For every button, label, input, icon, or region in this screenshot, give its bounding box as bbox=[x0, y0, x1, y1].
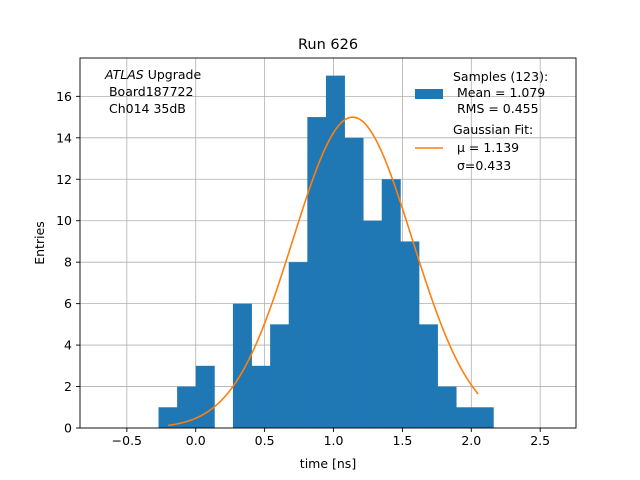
histogram-bar bbox=[325, 75, 345, 428]
histogram-bar bbox=[344, 137, 364, 428]
y-tick-label: 10 bbox=[56, 213, 72, 228]
histogram-bar bbox=[195, 365, 215, 428]
y-tick-label: 2 bbox=[64, 379, 72, 394]
annotation-line-3: Ch014 35dB bbox=[105, 101, 186, 116]
y-tick-label: 4 bbox=[64, 338, 72, 353]
y-tick-label: 14 bbox=[56, 130, 72, 145]
histogram-bar bbox=[437, 386, 457, 428]
legend: Samples (123): Mean = 1.079 RMS = 0.455 … bbox=[415, 69, 548, 173]
histogram-bar bbox=[232, 303, 252, 428]
x-tick-label: 1.0 bbox=[324, 433, 344, 448]
histogram-bar bbox=[474, 407, 494, 428]
annotation-line-2: Board187722 bbox=[105, 84, 193, 99]
annotation-italic-word: ATLAS bbox=[104, 67, 144, 82]
annotation-rest: Upgrade bbox=[144, 67, 202, 82]
histogram-bar bbox=[307, 117, 327, 429]
y-tick-label: 8 bbox=[64, 255, 72, 270]
histogram-bar bbox=[363, 220, 383, 428]
y-tick-label: 12 bbox=[56, 172, 72, 187]
x-tick-label: 0.5 bbox=[255, 433, 275, 448]
legend-histogram-swatch bbox=[415, 89, 443, 99]
histogram-bar bbox=[400, 241, 420, 428]
x-tick-label: 2.5 bbox=[530, 433, 550, 448]
legend-fit-line-1: Gaussian Fit: bbox=[453, 122, 533, 137]
histogram-bar bbox=[270, 324, 290, 428]
annotation-box: ATLAS Upgrade Board187722 Ch014 35dB bbox=[104, 67, 201, 116]
histogram-bar bbox=[288, 262, 308, 428]
legend-histogram-line-2: Mean = 1.079 bbox=[453, 85, 545, 100]
x-tick-label: 1.5 bbox=[392, 433, 412, 448]
plot-area: −0.5 0.0 0.5 1.0 1.5 2.0 2.5 0 2 4 6 8 10 12 14 16 ATL… bbox=[56, 57, 577, 448]
legend-fit-line-3: σ=0.433 bbox=[453, 158, 511, 173]
legend-fit-line-2: μ = 1.139 bbox=[453, 140, 519, 155]
legend-histogram-line-1: Samples (123): bbox=[453, 69, 548, 84]
y-axis-ticks: 0 2 4 6 8 10 12 14 16 bbox=[56, 89, 80, 436]
y-tick-label: 0 bbox=[64, 421, 72, 436]
histogram-bar bbox=[456, 407, 476, 428]
x-axis-ticks: −0.5 0.0 0.5 1.0 1.5 2.0 2.5 bbox=[112, 428, 550, 448]
axes-frame bbox=[79, 57, 577, 429]
y-tick-label: 6 bbox=[64, 296, 72, 311]
histogram-bar bbox=[418, 324, 438, 428]
x-tick-label: 2.0 bbox=[461, 433, 481, 448]
x-axis-label: time [ns] bbox=[300, 456, 356, 471]
chart-title: Run 626 bbox=[298, 37, 358, 53]
y-axis-label: Entries bbox=[32, 221, 47, 265]
y-tick-label: 16 bbox=[56, 89, 72, 104]
histogram-bar bbox=[381, 179, 401, 428]
gaussian-fit-curve bbox=[168, 116, 479, 427]
legend-histogram-line-3: RMS = 0.455 bbox=[453, 101, 539, 116]
histogram-bar bbox=[158, 407, 178, 428]
histogram-bar bbox=[251, 365, 271, 428]
x-tick-label: 0.0 bbox=[186, 433, 206, 448]
x-tick-label: −0.5 bbox=[112, 433, 142, 448]
annotation-line-1: ATLAS Upgrade bbox=[104, 67, 201, 82]
histogram-bars bbox=[158, 75, 494, 429]
histogram-bar bbox=[177, 386, 197, 428]
